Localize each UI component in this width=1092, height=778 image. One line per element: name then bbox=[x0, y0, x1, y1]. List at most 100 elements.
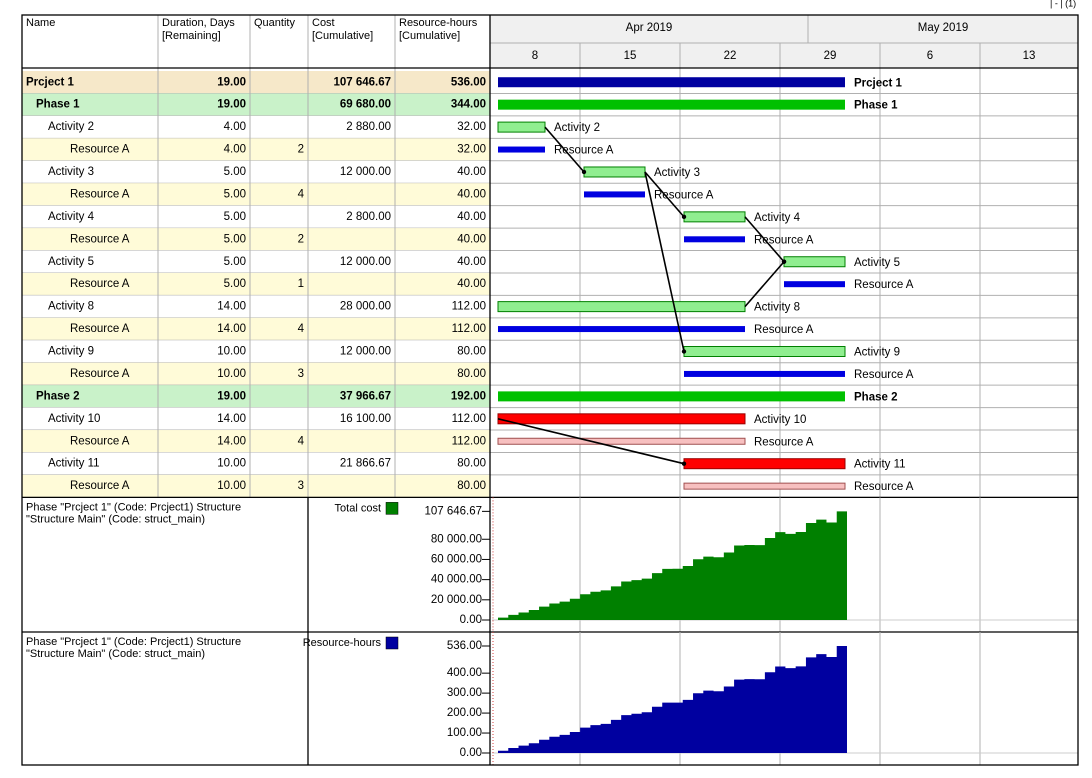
row-bg bbox=[22, 115, 490, 139]
row-bg bbox=[22, 71, 490, 94]
row-name: Activity 9 bbox=[48, 346, 94, 358]
row-bg bbox=[22, 228, 490, 251]
dependency bbox=[744, 261, 785, 308]
gantt-bar bbox=[684, 236, 745, 243]
cell-duration: 10.00 bbox=[217, 458, 246, 470]
gantt-label: Resource A bbox=[754, 436, 814, 448]
row-bg bbox=[22, 93, 490, 116]
week-label: 6 bbox=[927, 50, 933, 62]
cell-quantity: 2 bbox=[298, 233, 304, 245]
row-bg bbox=[22, 340, 490, 363]
gantt-label: Phase 2 bbox=[854, 391, 897, 403]
dependency bbox=[544, 126, 585, 173]
cell-hours: 344.00 bbox=[451, 99, 486, 111]
cell-quantity: 4 bbox=[298, 435, 305, 447]
gantt-label: Resource A bbox=[854, 481, 914, 493]
cell-cost: 2 880.00 bbox=[346, 121, 391, 133]
row-bg bbox=[22, 272, 490, 296]
y-tick-label: 200.00 bbox=[447, 707, 482, 719]
cell-hours: 32.00 bbox=[457, 121, 486, 133]
row-bg bbox=[22, 385, 490, 408]
row-name: Activity 4 bbox=[48, 211, 95, 223]
row-bg bbox=[22, 160, 490, 184]
row-name: Resource A bbox=[70, 144, 130, 156]
timeline-header-bg bbox=[490, 15, 1078, 68]
cell-hours: 40.00 bbox=[457, 188, 486, 200]
row-bg bbox=[22, 183, 490, 206]
y-tick-label: 0.00 bbox=[460, 747, 482, 759]
cell-duration: 19.00 bbox=[217, 76, 246, 88]
cell-duration: 10.00 bbox=[217, 346, 246, 358]
gantt-label: Activity 5 bbox=[854, 257, 900, 269]
dependency-end bbox=[581, 169, 587, 175]
column-header: Quantity bbox=[254, 17, 295, 29]
row-bg bbox=[22, 452, 490, 475]
gantt-bar bbox=[497, 121, 546, 133]
cell-duration: 5.00 bbox=[224, 211, 246, 223]
y-tick-label: 107 646.67 bbox=[424, 505, 482, 517]
gantt-bar bbox=[684, 370, 845, 377]
cell-cost: 28 000.00 bbox=[340, 301, 391, 313]
cell-cost: 37 966.67 bbox=[340, 390, 391, 402]
panel-caption: "Structure Main" (Code: struct_main) bbox=[26, 648, 205, 660]
row-name: Activity 10 bbox=[48, 413, 100, 425]
cell-cost: 107 646.67 bbox=[333, 76, 391, 88]
cell-hours: 40.00 bbox=[457, 211, 486, 223]
gantt-label: Resource A bbox=[554, 145, 614, 157]
row-name: Resource A bbox=[70, 323, 130, 335]
week-label: 15 bbox=[624, 50, 637, 62]
cell-duration: 19.00 bbox=[217, 390, 246, 402]
row-name: Phase 2 bbox=[36, 390, 79, 402]
column-header: Name bbox=[26, 17, 55, 29]
gantt-label: Activity 4 bbox=[754, 212, 801, 224]
gantt-bar bbox=[683, 211, 746, 223]
cell-duration: 14.00 bbox=[217, 301, 246, 313]
cell-hours: 40.00 bbox=[457, 278, 486, 290]
gantt-label: Activity 3 bbox=[654, 167, 700, 179]
gantt-label: Resource A bbox=[854, 369, 914, 381]
y-tick-label: 60 000.00 bbox=[431, 553, 482, 565]
row-name: Resource A bbox=[70, 278, 130, 290]
cell-duration: 5.00 bbox=[224, 256, 246, 268]
gantt-label: Activity 10 bbox=[754, 414, 806, 426]
gantt-bar bbox=[498, 77, 845, 88]
dependency-end bbox=[681, 349, 687, 354]
cell-hours: 112.00 bbox=[452, 435, 486, 447]
gantt-label: Activity 8 bbox=[754, 302, 800, 314]
dependency-end bbox=[781, 259, 787, 264]
cell-hours: 112.00 bbox=[452, 413, 486, 425]
cell-cost: 69 680.00 bbox=[340, 99, 391, 111]
cell-quantity: 3 bbox=[298, 368, 304, 380]
panel-caption: Phase "Prcject 1" (Code: Prcject1) Struc… bbox=[26, 501, 241, 513]
dependency bbox=[644, 171, 685, 352]
cell-hours: 112.00 bbox=[452, 323, 486, 335]
row-bg bbox=[22, 250, 490, 273]
row-name: Activity 5 bbox=[48, 256, 94, 268]
legend-swatch bbox=[385, 636, 399, 650]
gantt-bar bbox=[498, 391, 845, 402]
gantt-bar bbox=[498, 146, 545, 153]
legend-label: Resource-hours bbox=[303, 637, 382, 649]
row-bg bbox=[22, 430, 490, 453]
panel-caption: "Structure Main" (Code: struct_main) bbox=[26, 513, 205, 525]
y-tick-label: 400.00 bbox=[447, 667, 482, 679]
cell-hours: 80.00 bbox=[457, 368, 486, 380]
gantt-bar bbox=[783, 256, 846, 268]
week-label: 22 bbox=[724, 50, 737, 62]
gantt-label: Resource A bbox=[754, 234, 814, 246]
cell-hours: 40.00 bbox=[457, 166, 486, 178]
gantt-bar bbox=[498, 326, 745, 333]
y-tick-label: 20 000.00 bbox=[431, 594, 482, 606]
column-header: Cost bbox=[312, 17, 335, 29]
dependency bbox=[497, 418, 685, 465]
column-header: [Cumulative] bbox=[312, 30, 373, 42]
y-tick-label: 100.00 bbox=[447, 727, 482, 739]
gantt-label: Activity 9 bbox=[854, 347, 900, 359]
cumulative-area bbox=[498, 511, 847, 620]
week-label: 13 bbox=[1023, 50, 1036, 62]
y-tick-label: 536.00 bbox=[447, 640, 482, 652]
gantt-bar bbox=[497, 413, 746, 425]
cell-quantity: 3 bbox=[298, 480, 304, 492]
gantt-label: Resource A bbox=[854, 279, 914, 291]
